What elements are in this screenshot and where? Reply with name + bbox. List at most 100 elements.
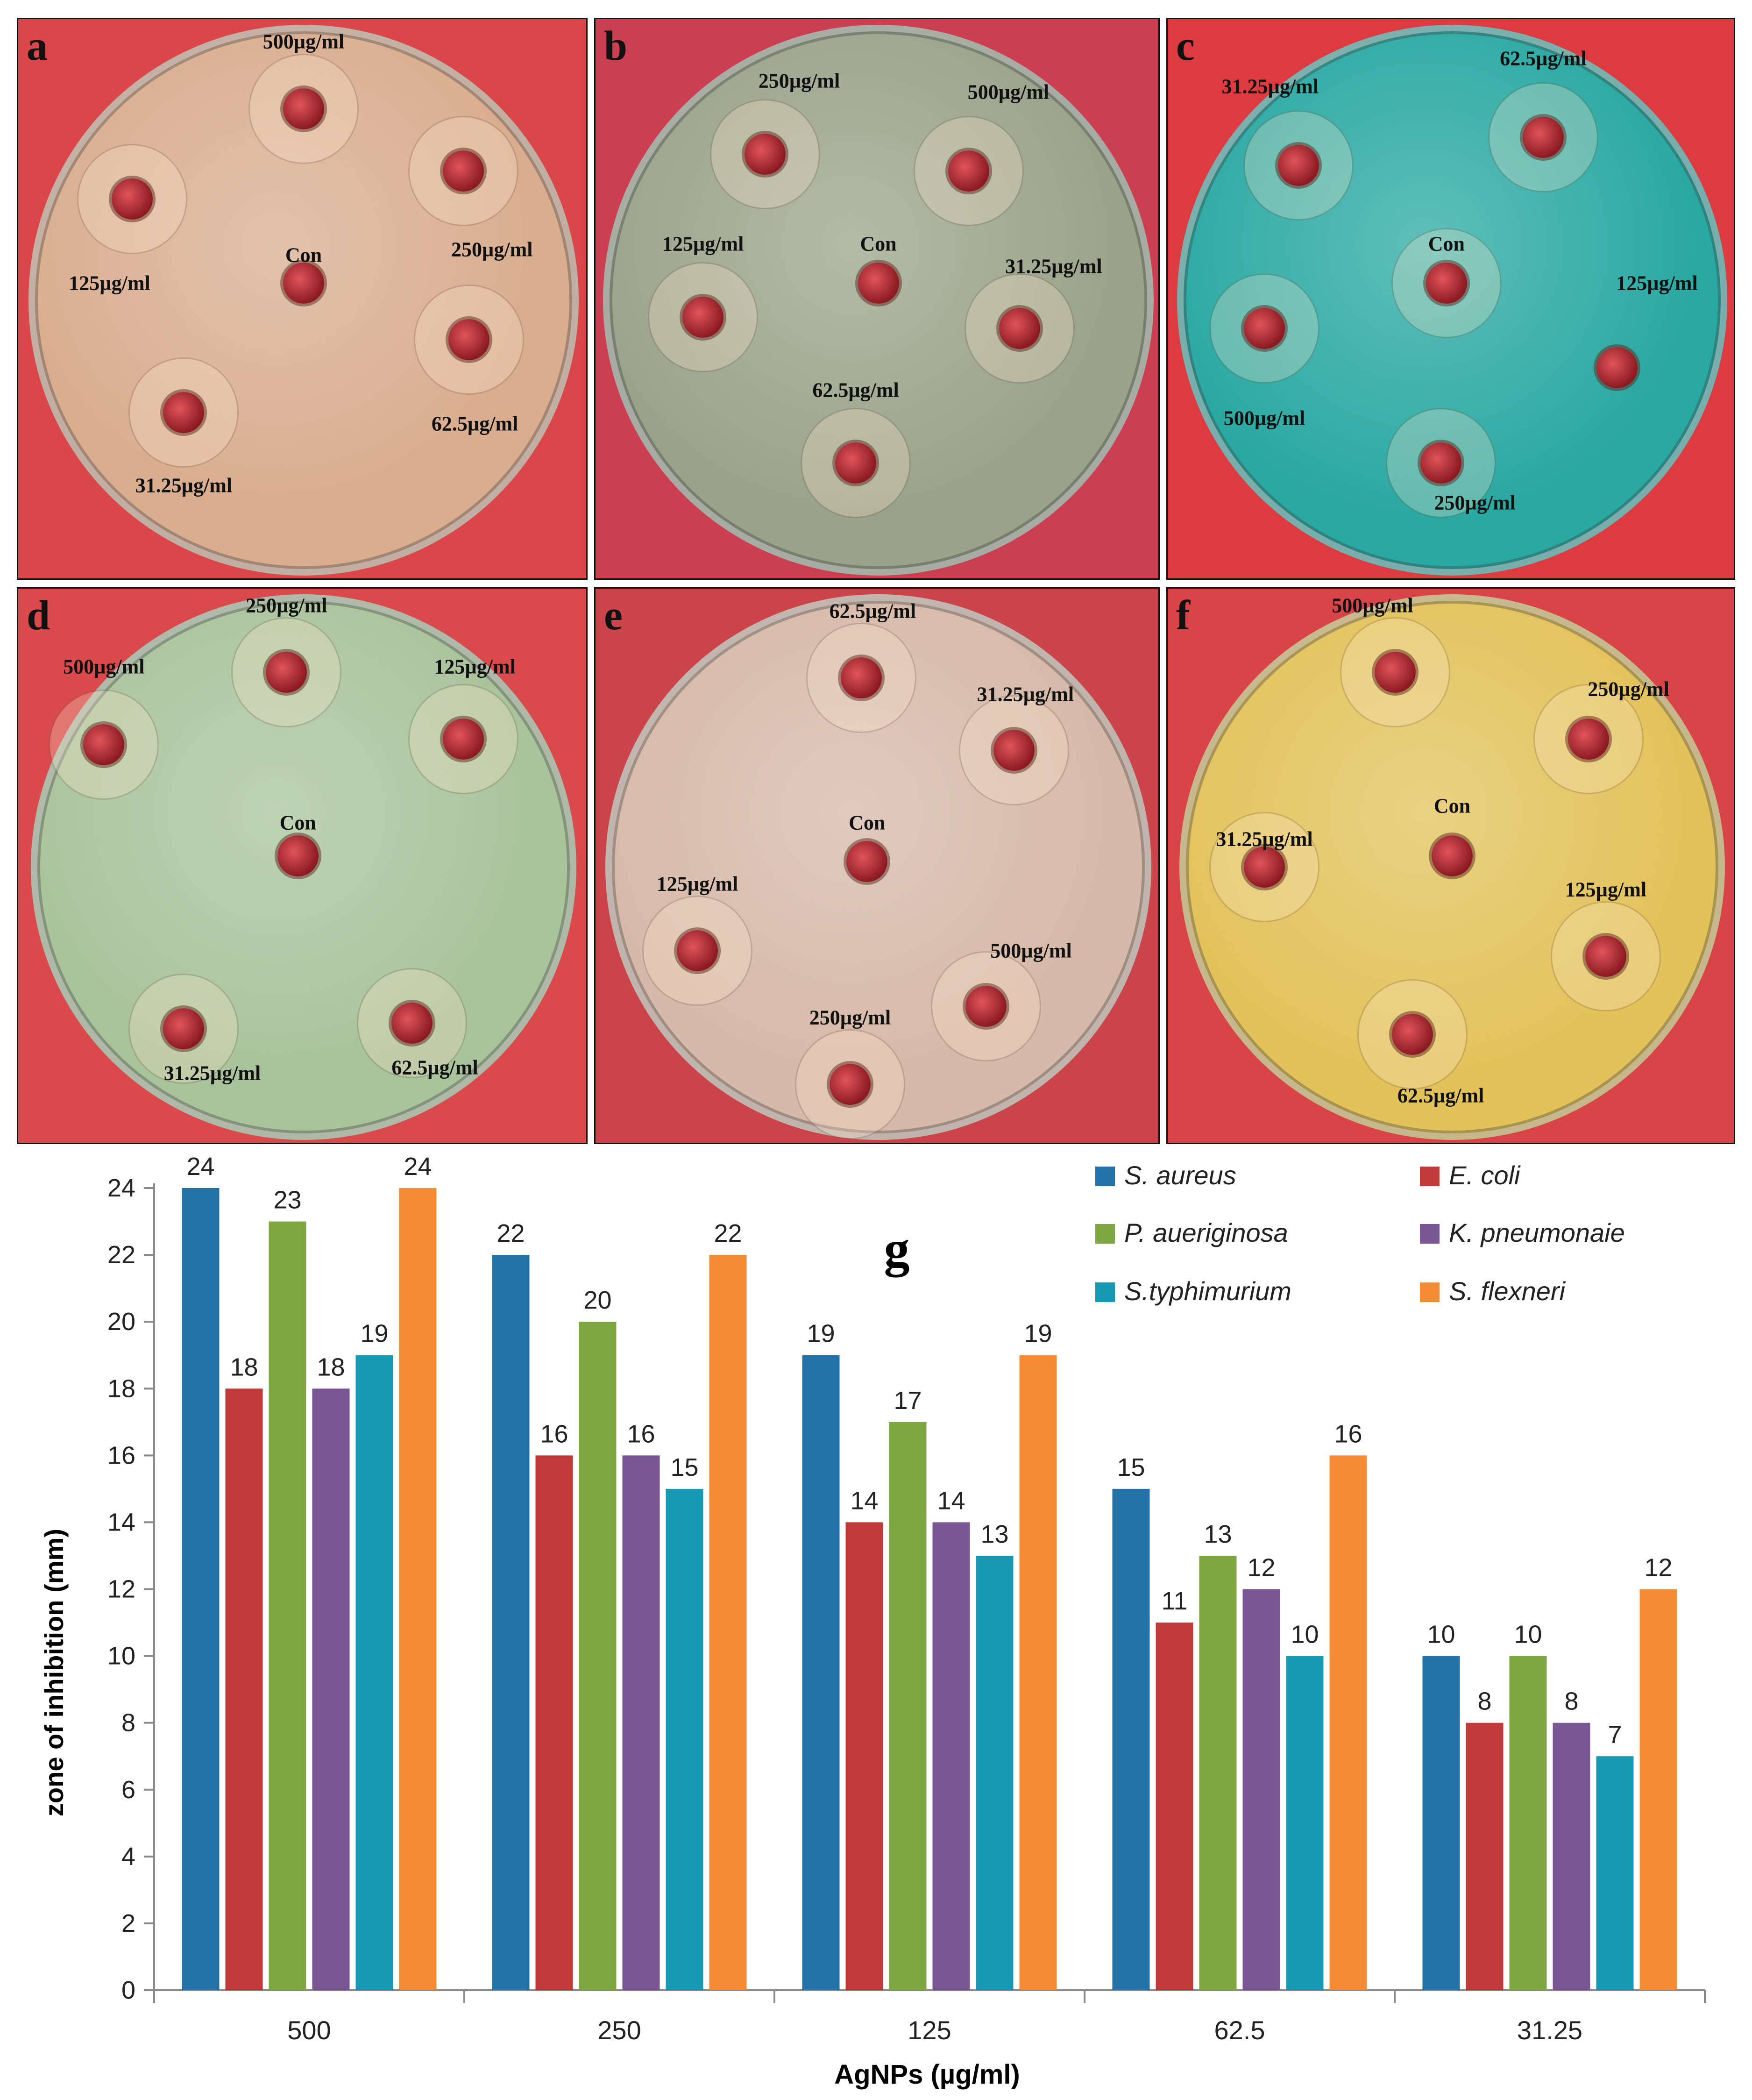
bar — [269, 1221, 306, 1990]
well — [1375, 651, 1416, 693]
data-label: 13 — [1204, 1520, 1232, 1548]
plate-concentration-label: 500µg/ml — [967, 80, 1050, 104]
plate-concentration-label: 125µg/ml — [662, 232, 744, 256]
data-label: 11 — [1161, 1587, 1187, 1615]
plate-concentration-label: 250µg/ml — [1434, 491, 1516, 514]
data-label: 12 — [1247, 1554, 1275, 1582]
well — [1568, 718, 1610, 760]
plate-concentration-label: 31.25µg/ml — [135, 474, 233, 497]
plate-concentration-label: 62.5µg/ml — [1397, 1084, 1484, 1107]
bar — [579, 1322, 617, 1990]
plate-panel-c: 31.25µg/ml 62.5µg/ml Con 125µg/ml 500µg/ml 25… — [1166, 18, 1735, 580]
well — [443, 150, 484, 192]
x-tick-label: 125 — [908, 2015, 951, 2045]
bar — [182, 1188, 220, 1990]
plate-concentration-label: 500µg/ml — [990, 939, 1072, 962]
bar — [1112, 1488, 1150, 1990]
plate-concentration-label: 250µg/ml — [809, 1006, 891, 1029]
bar — [1553, 1723, 1590, 1990]
plate-concentration-label: Con — [860, 232, 897, 256]
well — [682, 296, 724, 338]
plate-concentration-label: 250µg/ml — [1588, 677, 1669, 701]
well — [835, 442, 877, 484]
well — [1278, 144, 1319, 186]
data-label: 15 — [1117, 1453, 1145, 1481]
legend-entry: K. pneumonaie — [1449, 1218, 1625, 1247]
plate-concentration-label: 250µg/ml — [246, 594, 327, 617]
well — [391, 1002, 433, 1044]
well — [948, 150, 990, 192]
legend-swatch — [1420, 1167, 1440, 1186]
plate-concentration-label: Con — [1428, 232, 1465, 256]
data-label: 18 — [230, 1353, 258, 1381]
data-label: 10 — [1291, 1621, 1319, 1649]
panel-letter-b: b — [604, 23, 628, 69]
data-label: 8 — [1564, 1687, 1578, 1716]
well — [448, 319, 490, 360]
y-tick-label: 6 — [121, 1776, 135, 1804]
data-label: 19 — [807, 1320, 835, 1348]
data-label: 22 — [714, 1219, 742, 1247]
plate-panel-f: 500µg/ml 250µg/ml 31.25µg/ml Con 125µg/ml 62.… — [1166, 587, 1735, 1144]
x-tick-label: 500 — [287, 2015, 331, 2045]
bar-chart: g zone of inhibition (mm) AgNPs (µg/ml) … — [39, 1153, 1706, 2090]
plate-concentration-label: 31.25µg/ml — [163, 1061, 261, 1085]
bar — [1639, 1589, 1677, 1990]
well — [443, 718, 484, 760]
y-tick-label: 20 — [107, 1308, 135, 1336]
well — [965, 986, 1007, 1027]
plate-concentration-label: 250µg/ml — [451, 238, 533, 261]
well — [83, 724, 125, 765]
panel-letter-f: f — [1176, 592, 1190, 639]
y-tick-label: 2 — [121, 1909, 135, 1937]
plate-concentration-label: 250µg/ml — [758, 69, 840, 93]
bar — [1422, 1656, 1460, 1990]
plate-concentration-label: 500µg/ml — [1223, 406, 1305, 430]
well — [1244, 847, 1285, 888]
well — [112, 178, 153, 220]
y-axis-title: zone of inhibition (mm) — [39, 1529, 69, 1816]
legend-entry: S. flexneri — [1449, 1276, 1566, 1306]
data-label: 13 — [980, 1520, 1008, 1548]
bar — [802, 1355, 840, 1990]
data-label: 20 — [583, 1286, 611, 1314]
well — [1432, 835, 1473, 877]
y-tick-label: 12 — [107, 1575, 135, 1603]
legend-entry: P. aueriginosa — [1124, 1218, 1288, 1247]
y-tick-label: 18 — [107, 1374, 135, 1402]
x-tick-label: 62.5 — [1214, 2015, 1265, 2045]
bar — [535, 1455, 573, 1990]
bar — [932, 1522, 970, 1990]
well — [283, 88, 324, 130]
bar — [622, 1455, 660, 1990]
bar — [1596, 1756, 1634, 1990]
legend-swatch — [1420, 1224, 1440, 1244]
well — [745, 133, 786, 175]
well — [277, 835, 319, 877]
legend-entry: S. aureus — [1124, 1160, 1236, 1190]
y-tick-label: 16 — [107, 1441, 135, 1469]
data-label: 16 — [627, 1420, 655, 1448]
plate-concentration-label: 500µg/ml — [1332, 594, 1413, 617]
plate-concentration-label: 125µg/ml — [69, 271, 150, 295]
panel-letter-e: e — [604, 592, 623, 639]
plate-concentration-label: Con — [285, 243, 322, 267]
well — [676, 930, 718, 971]
plate-panel-a: 500µg/ml 250µg/ml 125µg/ml Con 62.5µg/ml 31.2… — [17, 18, 588, 580]
plate-concentration-label: 125µg/ml — [1616, 271, 1698, 295]
bar — [845, 1522, 883, 1990]
plate-concentration-label: Con — [1433, 794, 1471, 818]
well — [1426, 263, 1467, 304]
bar — [225, 1388, 263, 1990]
bar — [889, 1422, 927, 1990]
data-label: 14 — [850, 1487, 878, 1515]
well — [266, 651, 307, 693]
bar — [1329, 1455, 1367, 1990]
plate-concentration-label: 31.25µg/ml — [977, 683, 1074, 706]
well — [163, 1008, 205, 1049]
plate-concentration-label: 62.5µg/ml — [1500, 47, 1587, 70]
well — [1596, 347, 1638, 388]
y-tick-label: 22 — [107, 1241, 135, 1269]
plate-concentration-label: 500µg/ml — [63, 655, 145, 678]
